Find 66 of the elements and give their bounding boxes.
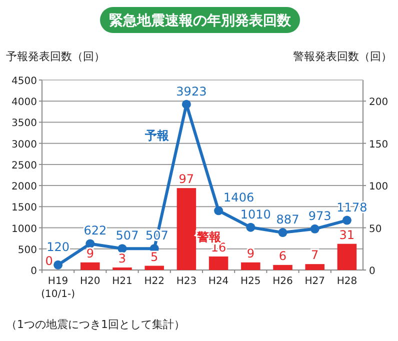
y2-tick-label: 0 (369, 266, 376, 277)
x-tick-label: H28 (336, 276, 358, 287)
point (86, 239, 95, 248)
bar (176, 188, 196, 270)
data-label: 887 (276, 212, 300, 227)
y-tick-label: 4000 (12, 97, 37, 108)
y-tick-label: 2500 (12, 160, 37, 172)
data-label: 1010 (240, 207, 271, 222)
y-tick-label: 4500 (12, 76, 37, 87)
y-tick-label: 0 (30, 266, 37, 277)
bar (144, 266, 164, 270)
x-tick-label: H21 (112, 276, 132, 287)
bar (112, 267, 132, 270)
data-label: 3 (118, 251, 126, 266)
y2-tick-label: 150 (369, 139, 388, 150)
x-tick-label: H19 (10/1-) (41, 276, 76, 300)
data-label: 120 (46, 240, 70, 254)
data-label: 3923 (176, 84, 207, 98)
data-label: 7 (311, 248, 319, 262)
data-label: 1406 (224, 190, 254, 205)
bar (305, 264, 324, 270)
x-tick-label: H27 (304, 276, 325, 287)
data-label: 9 (86, 246, 94, 260)
data-label: 507 (116, 228, 139, 243)
x-tick-label: H25 (240, 276, 261, 287)
point (214, 206, 224, 216)
point (310, 224, 320, 234)
bar (208, 256, 228, 270)
series-label: 予報 (144, 128, 170, 142)
bar (273, 264, 292, 270)
x-tick-label: H20 (80, 276, 100, 287)
data-label: 0 (45, 254, 53, 268)
y-tick-label: 3000 (12, 139, 37, 150)
x-tick-label: H24 (208, 276, 229, 287)
y-axis-title: 予報発表回数（回） (6, 50, 105, 63)
x-tick-label: H22 (144, 276, 164, 287)
y2-tick-label: 100 (369, 182, 388, 193)
x-tick-label: H26 (272, 276, 293, 287)
data-label: 6 (278, 248, 287, 263)
bar (80, 262, 100, 270)
x-tick-label: H23 (176, 276, 197, 287)
point (54, 260, 63, 270)
y-tick-label: 2000 (12, 182, 37, 193)
y2-tick-label: 50 (369, 224, 382, 235)
data-label: 973 (308, 208, 332, 223)
y2-axis-title: 警報発表回数（回） (293, 50, 392, 63)
y2-tick-label: 200 (369, 97, 388, 108)
data-label: 622 (84, 224, 107, 238)
data-label: 97 (178, 172, 194, 186)
y-tick-label: 500 (18, 244, 37, 256)
data-label: 5 (150, 250, 158, 264)
point (246, 222, 256, 232)
data-label: 31 (339, 228, 355, 242)
point (182, 100, 191, 109)
text: （1つの地震につき1回として集計） (6, 318, 185, 331)
bar (337, 244, 357, 270)
chart-title: 緊急地震速報の年別発表回数 (109, 13, 292, 29)
point (278, 228, 288, 238)
y-tick-label: 3500 (12, 118, 37, 130)
point (342, 216, 352, 225)
data-label: 1178 (336, 200, 368, 214)
y-tick-label: 1000 (12, 224, 37, 235)
y-tick-label: 1500 (12, 202, 37, 214)
point (118, 244, 127, 254)
data-label: 9 (246, 246, 254, 260)
bar (241, 262, 260, 270)
